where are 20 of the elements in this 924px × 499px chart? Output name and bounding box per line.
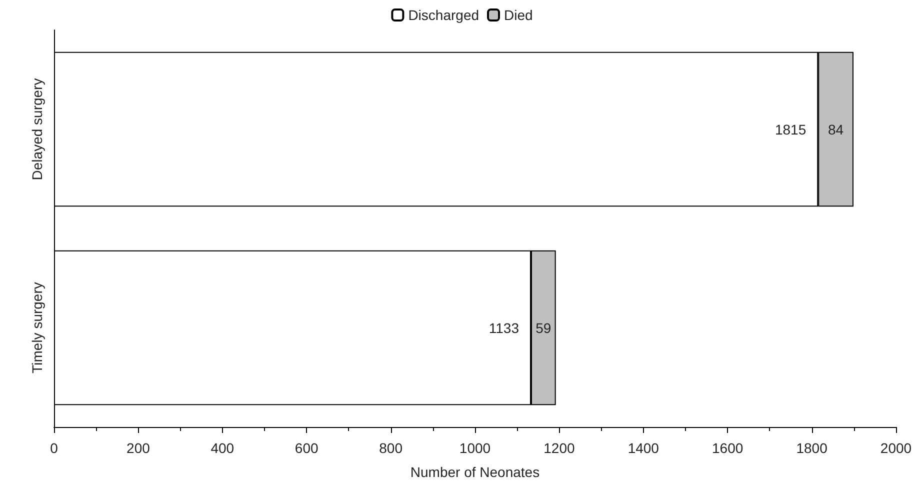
data-label: 1133 — [488, 320, 520, 336]
x-tick-label: 2000 — [880, 440, 912, 456]
y-tick-label: Delayed surgery — [29, 78, 45, 180]
x-tick-label: 1800 — [796, 440, 828, 456]
legend-label: Discharged — [408, 7, 480, 23]
x-tick-label: 1600 — [712, 440, 744, 456]
x-tick-label: 0 — [50, 440, 58, 456]
data-label: 84 — [828, 121, 844, 138]
x-tick-label: 800 — [379, 440, 403, 456]
legend-label: Died — [504, 7, 533, 23]
x-tick-label: 1000 — [459, 440, 491, 456]
x-axis-title: Number of Neonates — [410, 464, 540, 480]
x-tick-label: 600 — [294, 440, 318, 456]
data-label: 1815 — [774, 121, 806, 138]
x-tick-label: 200 — [126, 440, 150, 456]
y-tick-label: Timely surgery — [29, 282, 45, 374]
data-label: 59 — [536, 320, 552, 336]
x-tick-label: 400 — [210, 440, 234, 456]
x-tick-label: 1400 — [628, 440, 660, 456]
x-tick-label: 1200 — [544, 440, 575, 456]
